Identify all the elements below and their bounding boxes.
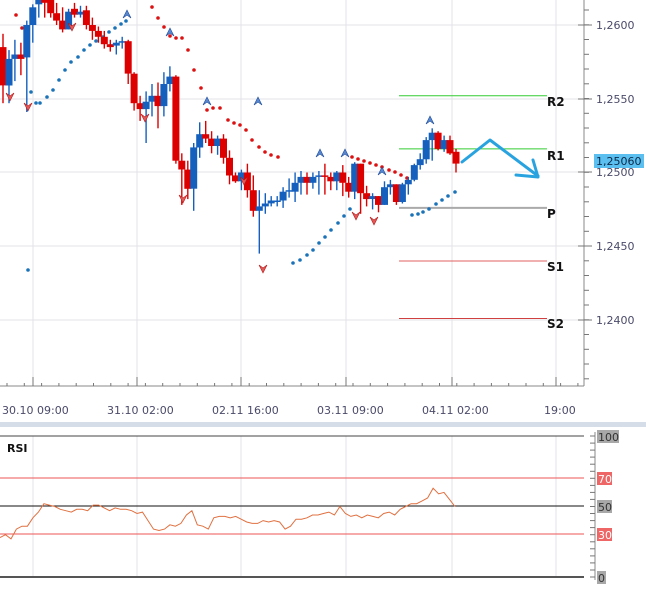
time-axis-ticks	[6, 377, 579, 386]
rsi-title: RSI	[7, 442, 28, 455]
pivot-lines	[399, 95, 547, 319]
rsi-label-50: 50	[598, 501, 612, 514]
pivot-label-s1: S1	[547, 260, 564, 274]
price-label-12600: 1,2600	[596, 19, 635, 32]
candlesticks	[0, 0, 460, 254]
price-label-12550: 1,2550	[596, 93, 635, 106]
time-label-3: 03.11 09:00	[317, 404, 384, 417]
time-axis[interactable]: 30.10 09:00 31.10 02:00 02.11 16:00 03.1…	[2, 377, 579, 417]
pivot-label-p: P	[547, 207, 556, 221]
fractal-markers	[5, 9, 435, 274]
rsi-line	[0, 487, 456, 540]
forecast-arrow-icon	[460, 138, 540, 179]
time-label-2: 02.11 16:00	[212, 404, 279, 417]
time-label-1: 31.10 02:00	[107, 404, 174, 417]
price-axis-labels[interactable]: 1,2600 1,2550 1,2500 1,2450 1,2400	[596, 19, 635, 327]
price-label-12500: 1,2500	[596, 166, 635, 179]
price-plot-area[interactable]	[0, 0, 584, 386]
rsi-pane[interactable]: RSI 100 70 50 30 0	[0, 430, 619, 585]
price-label-12400: 1,2400	[596, 314, 635, 327]
pivot-label-r2: R2	[547, 95, 565, 109]
price-label-12450: 1,2450	[596, 240, 635, 253]
rsi-axis-labels: 100 70 50 30 0	[597, 430, 619, 585]
rsi-label-0: 0	[598, 572, 605, 585]
time-label-5: 19:00	[544, 404, 576, 417]
rsi-label-70: 70	[598, 473, 612, 486]
current-price-tag: 1,25060	[594, 154, 644, 168]
rsi-label-100: 100	[598, 431, 619, 444]
rsi-plot-area[interactable]	[0, 430, 584, 580]
rsi-axis-ticks	[590, 435, 595, 578]
price-gridlines	[0, 0, 584, 386]
price-axis-ticks	[578, 9, 592, 380]
time-label-0: 30.10 09:00	[2, 404, 69, 417]
current-price-value: 1,25060	[596, 155, 642, 168]
pivot-label-s2: S2	[547, 317, 564, 331]
pane-splitter[interactable]	[0, 422, 646, 427]
rsi-label-30: 30	[598, 529, 612, 542]
time-label-4: 04.11 02:00	[422, 404, 489, 417]
price-pane[interactable]: R2 R1 P S1 S2 1,2600 1,2550 1,2500 1,245…	[0, 0, 644, 387]
pivot-label-r1: R1	[547, 149, 565, 163]
